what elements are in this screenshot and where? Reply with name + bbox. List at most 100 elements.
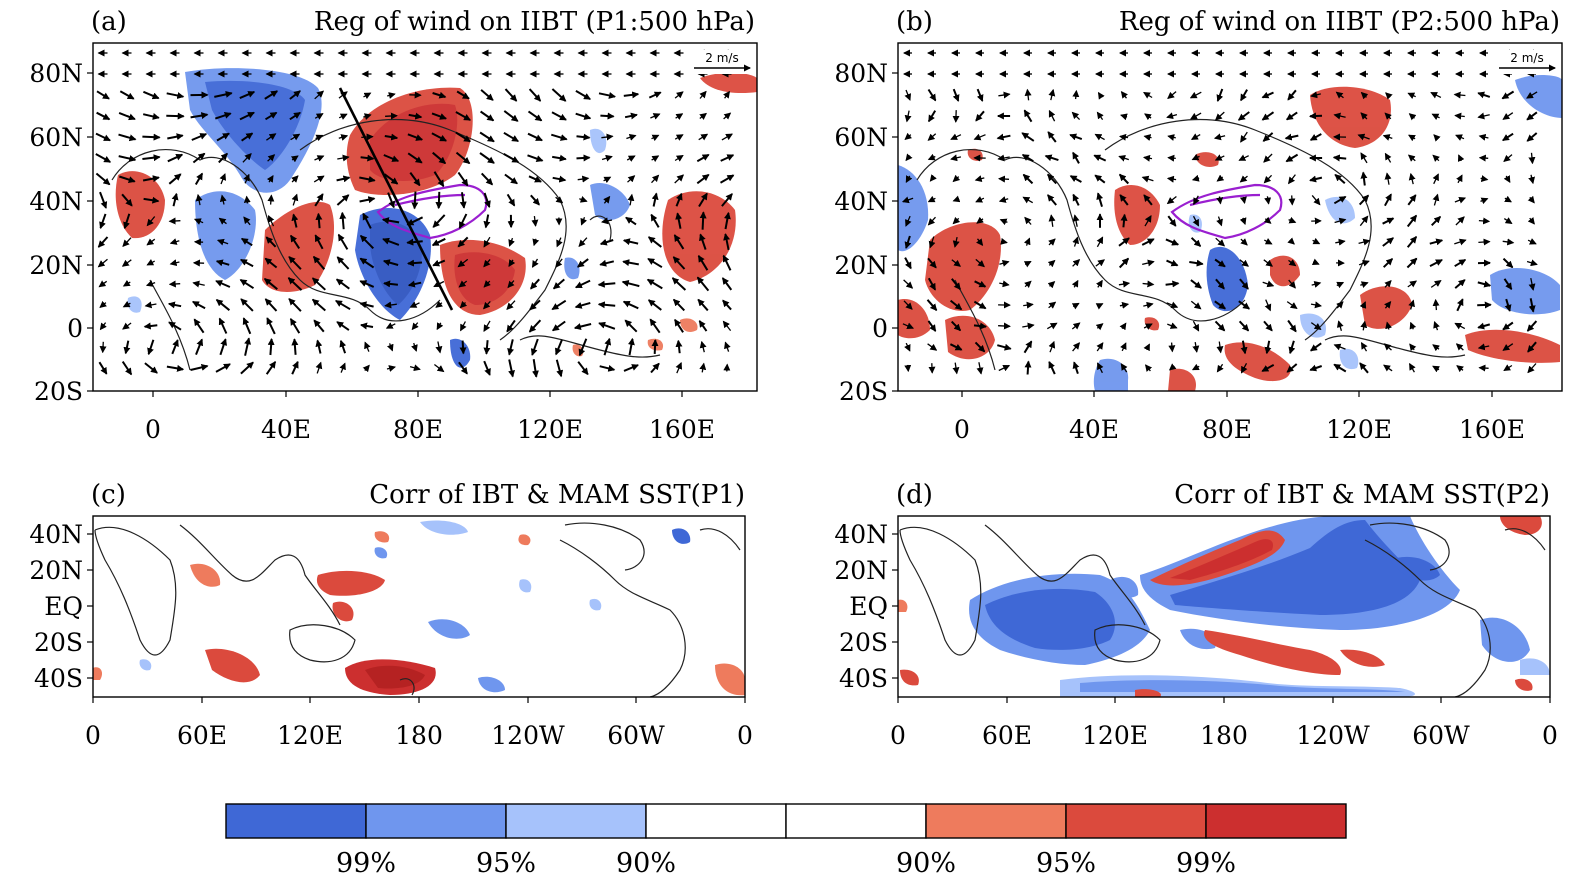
wind-vector: [1478, 133, 1489, 141]
wind-vector: [432, 214, 446, 228]
wind-vector: [1382, 237, 1394, 247]
wind-vector: [1192, 341, 1200, 353]
wind-vector: [1047, 194, 1057, 206]
wind-vector: [1454, 196, 1467, 204]
wind-vector: [96, 111, 111, 121]
wind-vector: [1072, 361, 1080, 375]
wind-vector: [1191, 174, 1200, 182]
wind-vector: [339, 211, 347, 230]
wind-vector: [623, 91, 640, 99]
wind-vector: [997, 343, 1012, 351]
wind-vector: [1024, 360, 1032, 375]
lon-tick-label: 60E: [982, 721, 1032, 750]
wind-vector: [672, 256, 686, 270]
wind-vector: [240, 237, 253, 247]
wind-vector: [242, 317, 252, 335]
wind-vector: [1119, 133, 1129, 141]
wind-vector: [431, 112, 447, 120]
panel-c-lon-ticks: 0 60E 120E 180 120W 60W 0: [85, 697, 753, 750]
wind-vector: [650, 213, 660, 228]
wind-vector: [627, 175, 636, 183]
wind-vector: [99, 213, 107, 230]
lat-tick-label: 20S: [34, 628, 83, 657]
wind-vector: [626, 134, 637, 141]
wind-vector: [483, 300, 491, 310]
wind-vector: [555, 359, 564, 378]
lat-tick-label: 80N: [29, 59, 83, 88]
wind-vector: [1166, 301, 1179, 309]
wind-vector: [904, 110, 912, 123]
wind-vector: [1477, 91, 1491, 99]
wind-vector: [1262, 132, 1274, 142]
wind-vector: [599, 364, 616, 372]
wind-vector: [996, 133, 1011, 141]
wind-vector: [408, 112, 423, 120]
wind-vector: [1528, 152, 1536, 165]
wind-vector: [503, 110, 519, 122]
wind-vector: [99, 341, 107, 354]
wind-vector: [952, 216, 961, 225]
wind-vector: [1167, 154, 1176, 162]
wind-vector: [1191, 363, 1200, 371]
wind-vector: [1285, 153, 1299, 163]
wind-vector: [1432, 365, 1440, 373]
wind-vector: [721, 133, 733, 141]
wind-vector: [1168, 363, 1177, 371]
wind-vector: [927, 343, 938, 351]
wind-vector: [600, 112, 615, 120]
wind-vector: [409, 172, 421, 187]
wind-vector: [1166, 195, 1177, 205]
wind-vector: [603, 195, 611, 204]
wind-vector: [266, 174, 274, 183]
wind-vector: [192, 280, 205, 288]
wind-vector: [337, 233, 349, 250]
wind-vector: [672, 298, 686, 312]
wind-vector: [927, 216, 936, 226]
wind-vector: [142, 154, 161, 162]
wind-vector: [503, 131, 519, 143]
wind-vector: [697, 254, 709, 271]
wind-vector: [1334, 217, 1347, 225]
wind-vector: [1047, 173, 1057, 185]
wind-vector: [1312, 237, 1321, 245]
wind-vector: [1263, 174, 1273, 184]
wind-vector: [551, 320, 566, 332]
panel-d-lon-ticks: 0 60E 120E 180 120W 60W 0: [890, 697, 1558, 750]
wind-vector: [651, 192, 659, 207]
wind-vector: [1263, 320, 1273, 332]
panel-d-map: [898, 516, 1550, 697]
wind-vector: [1096, 192, 1104, 207]
wind-vector: [905, 153, 913, 162]
wind-vector: [576, 154, 591, 162]
lon-tick-label: 120W: [1296, 721, 1370, 750]
wind-vector: [578, 338, 588, 357]
wind-vector: [551, 133, 568, 141]
colorbar-box: [225, 803, 367, 839]
wind-vector: [527, 110, 543, 122]
wind-vector: [1118, 173, 1130, 185]
lon-tick-label: 160E: [649, 415, 715, 444]
wind-vector: [95, 153, 112, 163]
wind-vector: [1432, 344, 1440, 352]
wind-vector: [195, 338, 204, 355]
wind-vector: [288, 298, 302, 312]
wind-vector: [460, 321, 467, 332]
wind-vector: [1144, 215, 1152, 227]
wind-vector: [1021, 153, 1034, 163]
wind-vector: [1096, 236, 1104, 248]
colorbar-box: [1205, 803, 1347, 839]
wind-vector: [1357, 133, 1370, 141]
wind-vector: [1382, 217, 1395, 225]
lon-tick-label: 40E: [261, 415, 311, 444]
wind-vector: [671, 277, 687, 291]
wind-vector: [1311, 194, 1321, 206]
wind-vector: [974, 175, 985, 183]
wind-vector: [359, 280, 375, 288]
wind-vector: [239, 278, 255, 290]
wind-vector: [362, 364, 370, 373]
wind-vector: [361, 133, 374, 141]
lon-tick-label: 80E: [393, 415, 443, 444]
lon-tick-label: 180: [395, 721, 443, 750]
wind-vector: [1263, 259, 1273, 267]
wind-vector: [1454, 112, 1465, 120]
